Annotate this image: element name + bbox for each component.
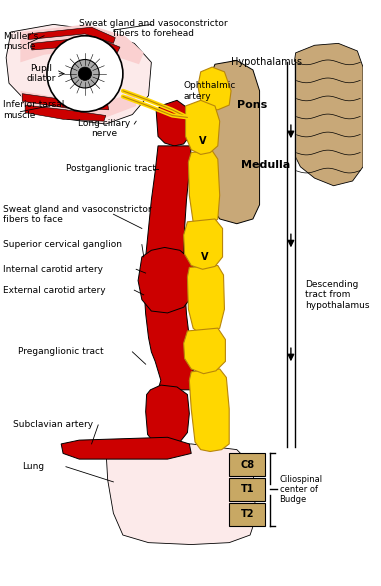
Text: Müller's
muscle: Müller's muscle xyxy=(3,32,38,51)
Polygon shape xyxy=(144,146,196,390)
Text: Sweat gland and vasoconstrictor
fibers to forehead: Sweat gland and vasoconstrictor fibers t… xyxy=(79,19,227,38)
Polygon shape xyxy=(138,247,196,313)
Polygon shape xyxy=(184,219,223,270)
Polygon shape xyxy=(22,94,109,110)
Polygon shape xyxy=(28,27,115,43)
Polygon shape xyxy=(186,100,220,155)
Text: C8: C8 xyxy=(240,460,254,470)
Polygon shape xyxy=(6,25,151,124)
Polygon shape xyxy=(146,385,189,446)
Polygon shape xyxy=(184,328,226,374)
Text: Ophthalmic
artery: Ophthalmic artery xyxy=(184,81,236,101)
Polygon shape xyxy=(20,91,136,120)
Circle shape xyxy=(71,60,99,88)
Polygon shape xyxy=(288,43,363,186)
Polygon shape xyxy=(32,37,120,53)
Text: Pupil
dilator: Pupil dilator xyxy=(27,64,56,83)
Polygon shape xyxy=(156,100,189,146)
Text: Medulla: Medulla xyxy=(240,160,290,170)
FancyBboxPatch shape xyxy=(229,478,265,501)
Polygon shape xyxy=(187,265,224,335)
Text: Postganglionic tract: Postganglionic tract xyxy=(66,164,156,173)
Text: Hypothalamus: Hypothalamus xyxy=(231,57,302,67)
Text: External carotid artery: External carotid artery xyxy=(3,285,106,295)
Text: Preganglionic tract: Preganglionic tract xyxy=(18,347,104,356)
Circle shape xyxy=(78,67,91,80)
Text: T2: T2 xyxy=(240,509,254,519)
FancyBboxPatch shape xyxy=(229,503,265,526)
Text: Subclavian artery: Subclavian artery xyxy=(13,420,93,430)
Circle shape xyxy=(47,36,123,112)
Polygon shape xyxy=(25,105,106,121)
Text: Long ciliary
nerve: Long ciliary nerve xyxy=(78,119,130,138)
Text: Internal carotid artery: Internal carotid artery xyxy=(3,265,103,274)
Text: Superior cervical ganglion: Superior cervical ganglion xyxy=(3,240,122,249)
Text: Ciliospinal
center of
Budge: Ciliospinal center of Budge xyxy=(280,475,323,505)
Polygon shape xyxy=(188,151,220,227)
FancyBboxPatch shape xyxy=(229,454,265,476)
Text: Descending
tract from
hypothalamus: Descending tract from hypothalamus xyxy=(305,280,370,310)
Polygon shape xyxy=(189,369,229,452)
Polygon shape xyxy=(198,67,231,110)
Text: Inferior tarsal
muscle: Inferior tarsal muscle xyxy=(3,100,65,120)
Polygon shape xyxy=(20,25,144,64)
Text: V: V xyxy=(199,136,207,146)
Text: Lung: Lung xyxy=(22,462,45,471)
Text: Pons: Pons xyxy=(237,100,267,110)
Polygon shape xyxy=(106,444,256,544)
Text: Sweat gland and vasoconstrictor
fibers to face: Sweat gland and vasoconstrictor fibers t… xyxy=(3,205,152,224)
Polygon shape xyxy=(208,60,259,224)
Text: T1: T1 xyxy=(240,485,254,495)
Polygon shape xyxy=(61,437,191,459)
Text: V: V xyxy=(201,252,208,262)
